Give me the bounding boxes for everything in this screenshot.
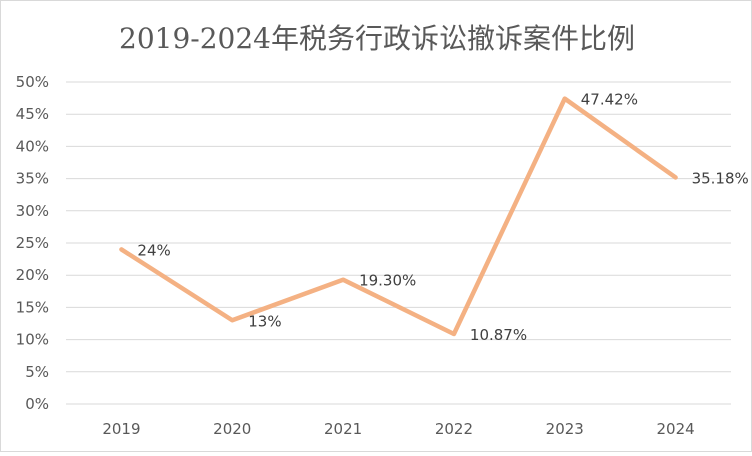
series-group <box>121 99 675 335</box>
x-tick-label: 2021 <box>324 420 362 438</box>
data-label: 35.18% <box>692 169 749 187</box>
y-axis: 0% 5% 10% 15% 20% 25% 30% 35% 40% 45% 50% <box>16 73 49 413</box>
x-tick-label: 2022 <box>435 420 473 438</box>
series-line <box>121 99 675 334</box>
y-tick-label: 10% <box>16 331 49 349</box>
x-axis: 2019 2020 2021 2022 2023 2024 <box>102 420 694 438</box>
data-label: 10.87% <box>470 326 527 344</box>
y-tick-label: 5% <box>25 363 49 381</box>
y-tick-label: 40% <box>16 137 49 155</box>
data-labels: 24% 13% 19.30% 10.87% 47.42% 35.18% <box>137 91 748 344</box>
y-tick-label: 15% <box>16 298 49 316</box>
y-tick-label: 50% <box>16 73 49 91</box>
x-tick-label: 2019 <box>102 420 140 438</box>
y-tick-label: 25% <box>16 234 49 252</box>
x-tick-label: 2024 <box>656 420 694 438</box>
data-label: 13% <box>248 312 281 330</box>
y-tick-label: 20% <box>16 266 49 284</box>
y-tick-label: 30% <box>16 202 49 220</box>
x-tick-label: 2023 <box>546 420 584 438</box>
data-label: 24% <box>137 241 170 259</box>
data-label: 19.30% <box>359 272 416 290</box>
y-tick-label: 35% <box>16 170 49 188</box>
x-tick-label: 2020 <box>213 420 251 438</box>
chart-title: 2019-2024年税务行政诉讼撤诉案件比例 <box>119 22 635 55</box>
data-label: 47.42% <box>581 91 638 109</box>
y-tick-label: 0% <box>25 395 49 413</box>
y-tick-label: 45% <box>16 105 49 123</box>
